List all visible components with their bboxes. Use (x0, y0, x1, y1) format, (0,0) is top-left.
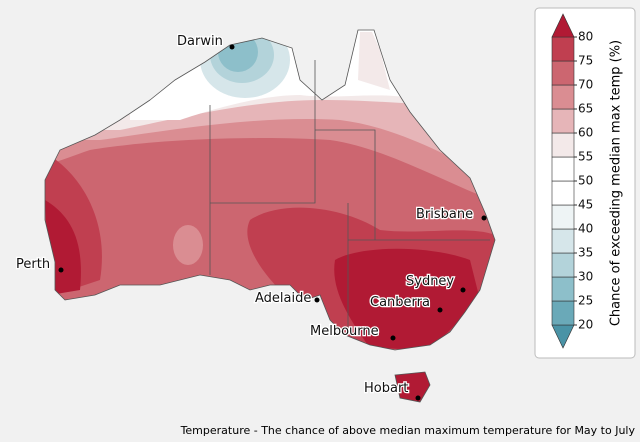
legend-title: Chance of exceeding median max temp (%) (609, 40, 624, 326)
cities: Darwin Brisbane Perth Adelaide Sydney Ca… (15, 33, 487, 401)
city-dot (415, 395, 421, 401)
city-label: Darwin (177, 34, 223, 49)
colorbar-bin (551, 300, 575, 326)
colorbar-tick-label: 25 (578, 294, 593, 308)
colorbar-bin (551, 156, 575, 182)
colorbar-bin (551, 132, 575, 158)
city-label: Brisbane (416, 207, 473, 222)
city-dot (460, 287, 466, 293)
colorbar-tick-label: 60 (578, 126, 593, 140)
city-dot (229, 44, 235, 50)
colorbar-bin (551, 108, 575, 134)
colorbar-tick-label: 80 (578, 30, 593, 44)
colorbar-bin (551, 252, 575, 278)
city-dot (58, 267, 64, 273)
colorbar-tick-label: 20 (578, 318, 593, 332)
city-dot (314, 297, 320, 303)
city-label: Hobart (364, 381, 408, 396)
city-label: Adelaide (255, 291, 311, 306)
city-label: Melbourne (310, 324, 379, 339)
city-dot (437, 307, 443, 313)
colorbar-bin (551, 84, 575, 110)
state-border (209, 60, 490, 330)
colorbar-bin (551, 276, 575, 302)
colorbar: 20 25 30 35 40 45 50 55 60 65 70 75 80 (551, 13, 593, 349)
city-dot (390, 335, 396, 341)
city-label: Perth (16, 257, 50, 272)
city-label: Canberra (370, 295, 430, 310)
colorbar-tick-label: 75 (578, 54, 593, 68)
colorbar-tick-label: 65 (578, 102, 593, 116)
colorbar-tick-label: 55 (578, 150, 593, 164)
colorbar-tick-label: 35 (578, 246, 593, 260)
city-label: Sydney (406, 274, 454, 289)
colorbar-tick-label: 70 (578, 78, 593, 92)
colorbar-bin (551, 60, 575, 86)
colorbar-bin (551, 36, 575, 62)
colorbar-bin (551, 204, 575, 230)
colorbar-bin (551, 180, 575, 206)
city-dot (481, 215, 487, 221)
colorbar-tick-label: 45 (578, 198, 593, 212)
colorbar-tick-label: 30 (578, 270, 593, 284)
colorbar-tick-label: 40 (578, 222, 593, 236)
colorbar-high (551, 13, 575, 38)
caption: Temperature - The chance of above median… (180, 424, 636, 437)
colorbar-bin (551, 228, 575, 254)
coastline (394, 371, 431, 403)
colorbar-tick-label: 50 (578, 174, 593, 188)
